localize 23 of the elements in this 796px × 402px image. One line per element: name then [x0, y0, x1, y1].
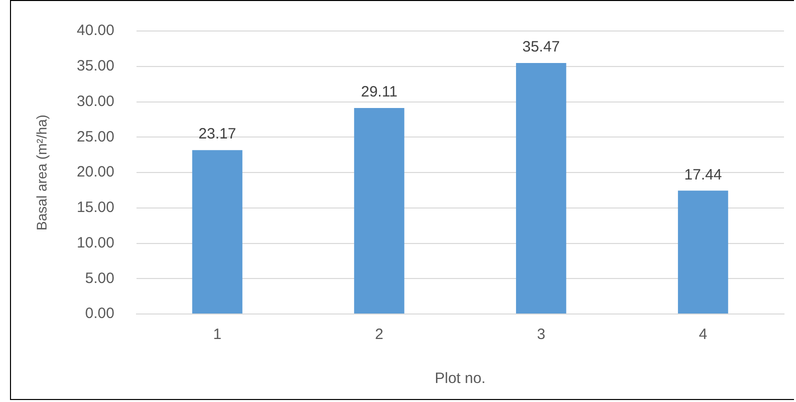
y-tick-label: 30.00: [76, 92, 114, 110]
x-tick-label: 2: [375, 326, 384, 344]
data-label: 35.47: [522, 38, 560, 56]
x-tick-label: 4: [698, 326, 708, 344]
x-tick-label: 1: [213, 326, 222, 344]
x-tick-label: 3: [536, 326, 546, 344]
bar: [678, 190, 728, 314]
y-tick-label: 5.00: [85, 270, 114, 287]
y-axis-title: Basal area (m²/ha): [33, 114, 50, 230]
y-tick-label: 35.00: [76, 58, 114, 75]
data-label: 17.44: [684, 166, 722, 184]
y-tick-label: 25.00: [76, 128, 114, 146]
bar: [516, 63, 566, 314]
x-axis-title: Plot no.: [434, 370, 486, 388]
data-label: 29.11: [360, 84, 398, 101]
data-label: 23.17: [198, 126, 236, 143]
y-tick-label: 0.00: [85, 305, 114, 322]
y-tick-label: 15.00: [76, 199, 114, 216]
y-tick-label: 40.00: [76, 22, 114, 40]
bar: [192, 150, 242, 314]
y-tick-label: 20.00: [76, 164, 114, 181]
bar: [354, 108, 404, 314]
y-tick-label: 10.00: [76, 234, 114, 252]
